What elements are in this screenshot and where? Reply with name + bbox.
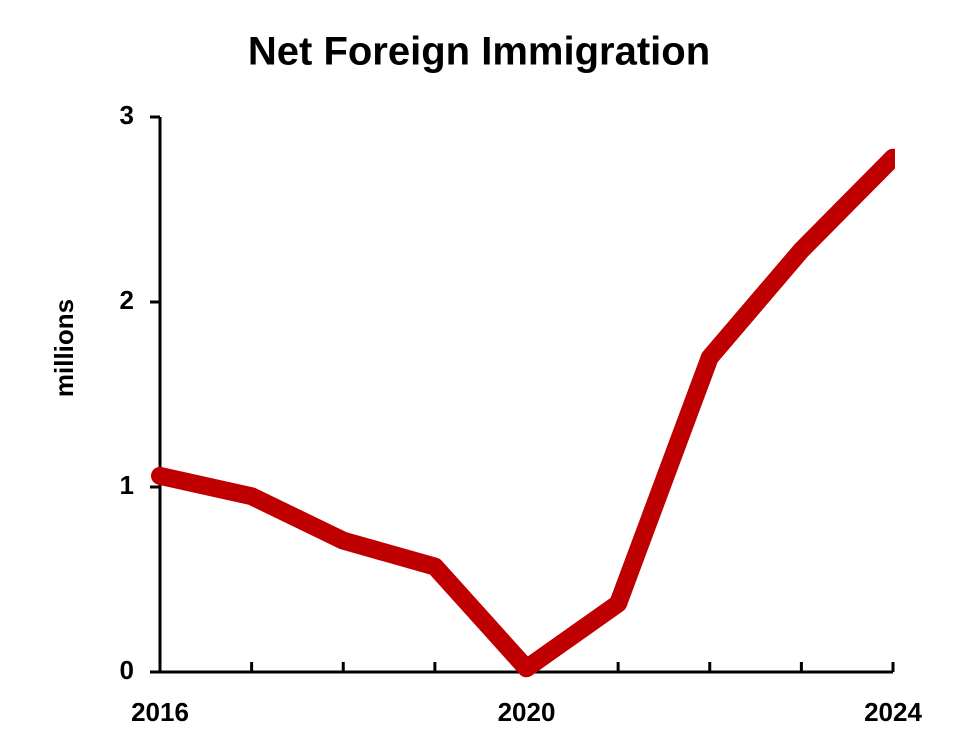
x-tick-label: 2020 [498, 697, 556, 727]
x-tick-label: 2024 [864, 697, 922, 727]
y-tick-label: 3 [120, 100, 134, 130]
y-tick-label: 2 [120, 285, 134, 315]
y-tick-label: 0 [120, 655, 134, 685]
y-tick-label: 1 [120, 470, 134, 500]
data-line [151, 148, 895, 678]
y-axis-label: millions [49, 299, 79, 397]
chart-title: Net Foreign Immigration [248, 30, 710, 74]
x-tick-label: 2016 [131, 697, 189, 727]
